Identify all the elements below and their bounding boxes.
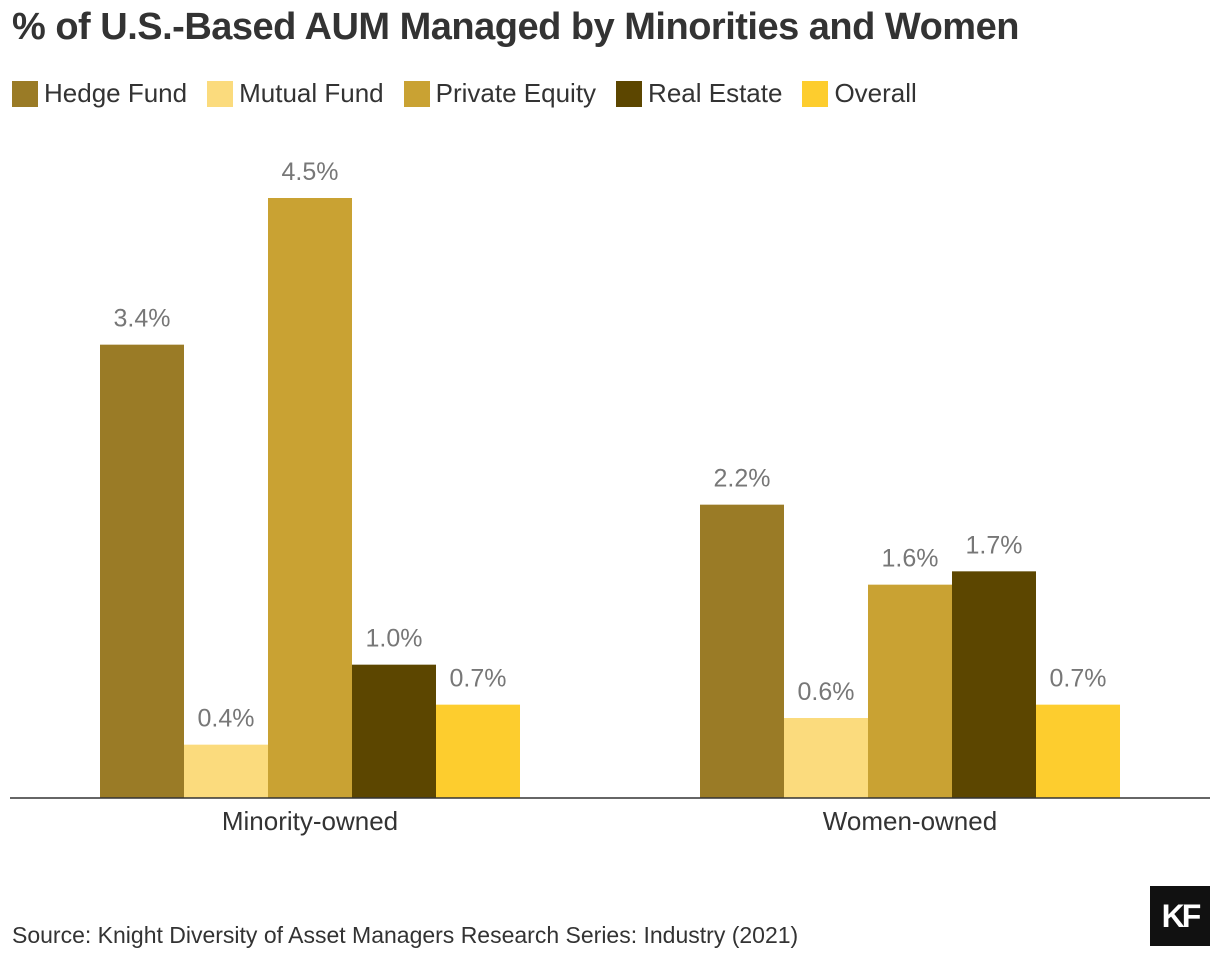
data-label-minority-owned-private-equity: 4.5% [282,158,339,186]
chart-title: % of U.S.-Based AUM Managed by Minoritie… [12,6,1019,48]
bar-minority-owned-hedge-fund [100,344,184,798]
legend-swatch-mutual-fund [207,80,234,107]
data-label-women-owned-mutual-fund: 0.6% [798,678,855,706]
legend: Hedge Fund Mutual Fund Private Equity Re… [12,78,937,109]
data-label-women-owned-private-equity: 1.6% [882,545,939,573]
bar-women-owned-private-equity [868,584,952,798]
bar-chart: 3.4% 0.4% 4.5% 1.0% 0.7% Minority-owned 2.2% 0.… [10,158,1210,836]
legend-item-overall: Overall [802,78,917,109]
data-label-women-owned-hedge-fund: 2.2% [714,465,771,493]
bar-women-owned-overall [1036,704,1120,798]
legend-label-hedge-fund: Hedge Fund [44,78,188,108]
legend-label-private-equity: Private Equity [435,78,597,108]
bar-minority-owned-overall [436,704,520,798]
bar-women-owned-real-estate [952,571,1036,798]
legend-item-mutual-fund: Mutual Fund [207,78,384,109]
bar-minority-owned-mutual-fund [184,744,268,798]
bar-women-owned-hedge-fund [700,504,784,798]
legend-item-private-equity: Private Equity [403,78,597,109]
category-label-women-owned: Women-owned [823,806,997,836]
legend-swatch-private-equity [403,80,430,107]
legend-item-hedge-fund: Hedge Fund [12,78,187,109]
kf-logo: KF [1150,886,1210,946]
data-label-women-owned-overall: 0.7% [1050,665,1107,693]
data-label-minority-owned-mutual-fund: 0.4% [198,705,255,733]
data-label-women-owned-real-estate: 1.7% [966,531,1023,559]
data-label-minority-owned-overall: 0.7% [450,665,507,693]
legend-item-real-estate: Real Estate [616,78,782,109]
legend-swatch-overall [802,80,829,107]
source-note: Source: Knight Diversity of Asset Manage… [12,922,799,948]
bar-minority-owned-real-estate [352,664,436,798]
data-label-minority-owned-real-estate: 1.0% [366,625,423,653]
bar-women-owned-mutual-fund [784,718,868,798]
bar-minority-owned-private-equity [268,198,352,798]
category-label-minority-owned: Minority-owned [222,806,398,836]
legend-label-mutual-fund: Mutual Fund [239,78,384,108]
data-label-minority-owned-hedge-fund: 3.4% [114,305,171,333]
legend-swatch-real-estate [616,80,643,107]
legend-swatch-hedge-fund [12,80,38,107]
legend-label-overall: Overall [834,78,917,108]
legend-label-real-estate: Real Estate [648,78,783,108]
